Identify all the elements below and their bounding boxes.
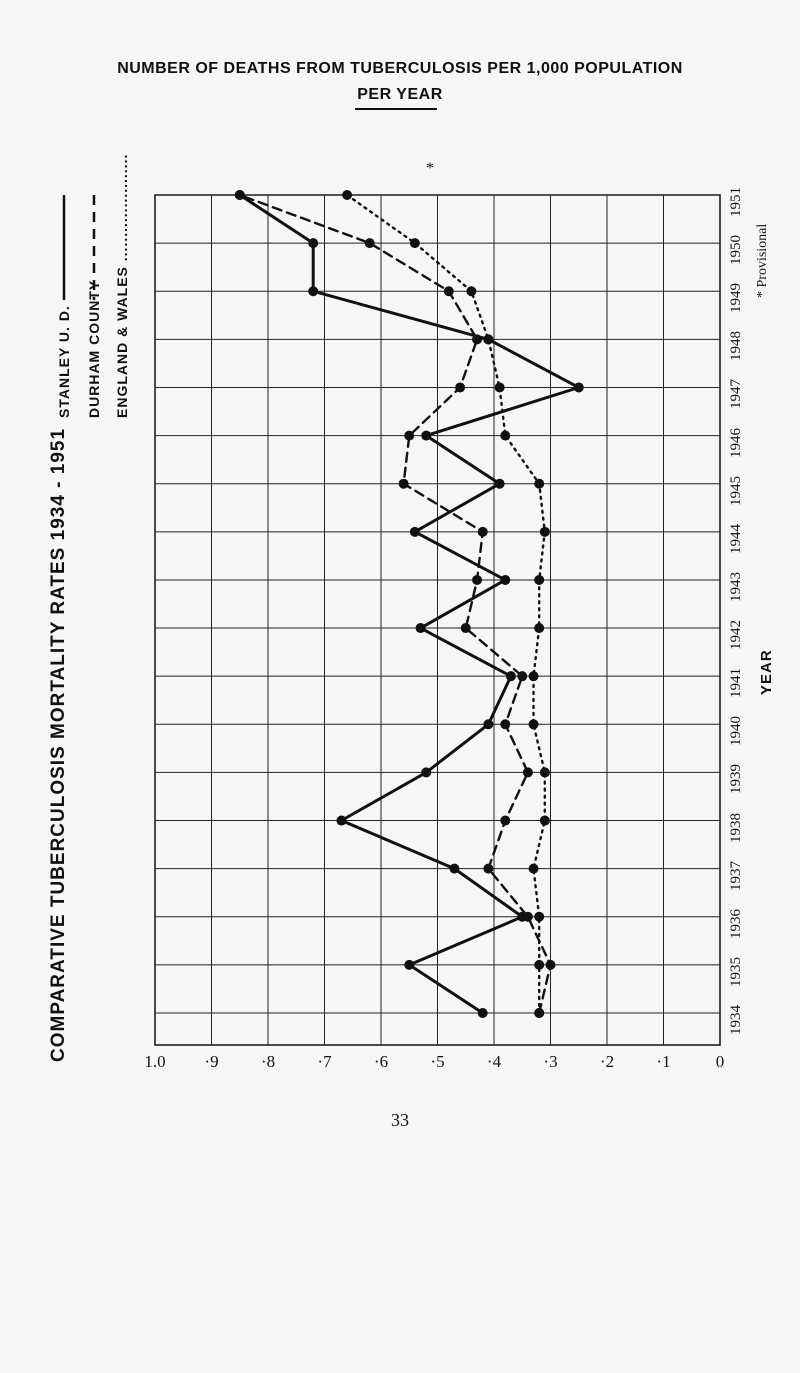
value-tick-label: ·1 (656, 1052, 671, 1071)
data-point (528, 719, 539, 730)
series-line-dashed (238, 193, 552, 1015)
data-point (477, 526, 488, 537)
data-point (534, 623, 545, 634)
data-point (528, 863, 539, 874)
value-tick-label: ·5 (430, 1052, 445, 1071)
year-tick-label: 1937 (728, 860, 744, 891)
data-point (421, 767, 432, 778)
year-tick-label: 1949 (728, 283, 744, 314)
provisional-note: * Provisional (755, 223, 770, 298)
year-tick-label: 1941 (728, 668, 744, 699)
value-tick-label: ·8 (260, 1052, 276, 1071)
chart-title-line2: PER YEAR (357, 86, 443, 103)
data-point (455, 382, 466, 393)
data-point (534, 911, 545, 922)
data-point (409, 238, 420, 249)
year-tick-label: 1946 (728, 427, 744, 458)
year-tick-label: 1940 (728, 716, 744, 747)
data-point (500, 574, 511, 585)
data-point (517, 671, 528, 682)
year-tick-label: 1934 (728, 1005, 744, 1035)
value-tick-label: ·2 (599, 1052, 615, 1071)
data-point (500, 719, 511, 730)
year-tick-label: 1936 (728, 908, 744, 939)
data-point (342, 190, 353, 200)
data-point (494, 382, 505, 393)
data-point (398, 478, 409, 489)
value-tick-label: ·4 (486, 1052, 502, 1071)
data-point (534, 1008, 545, 1018)
provisional-marker: * (426, 160, 434, 177)
data-point (573, 382, 584, 393)
data-point (534, 574, 545, 585)
data-point (483, 719, 494, 730)
data-point (472, 334, 483, 345)
chart-title-line1: NUMBER OF DEATHS FROM TUBERCULOSIS PER 1… (117, 60, 683, 77)
data-point (404, 959, 415, 970)
year-tick-label: 1948 (728, 331, 744, 362)
data-point (539, 815, 550, 826)
data-point (443, 286, 454, 297)
value-tick-label: ·9 (204, 1052, 219, 1071)
year-tick-label: 1944 (728, 523, 744, 554)
series-line-dotted (345, 193, 546, 1015)
data-point (460, 623, 471, 634)
title-underline (355, 108, 437, 110)
year-tick-label: 1935 (728, 956, 744, 987)
data-point (336, 815, 347, 826)
data-point (522, 767, 533, 778)
page-number: 33 (391, 1110, 409, 1130)
year-tick-label: 1939 (728, 764, 744, 795)
data-point (466, 286, 477, 297)
data-point (539, 526, 550, 537)
data-point (483, 334, 494, 345)
data-point (421, 430, 432, 441)
year-tick-label: 1945 (728, 475, 744, 506)
series-line-solid (238, 193, 581, 1015)
data-point (500, 815, 511, 826)
data-point (483, 863, 494, 874)
data-point (308, 286, 319, 297)
year-axis-label: YEAR (758, 649, 775, 695)
data-point (472, 574, 483, 585)
data-point (522, 911, 533, 922)
year-tick-label: 1938 (728, 812, 744, 843)
data-point (539, 767, 550, 778)
data-point (500, 430, 511, 441)
data-point (415, 623, 426, 634)
value-tick-label: 1.0 (144, 1052, 166, 1071)
year-tick-label: 1942 (728, 620, 744, 651)
data-point (534, 959, 545, 970)
value-tick-label: ·6 (373, 1052, 389, 1071)
value-tick-label: 0 (715, 1052, 725, 1071)
data-point (449, 863, 460, 874)
year-tick-label: 1943 (728, 571, 744, 602)
value-tick-label: ·7 (317, 1052, 332, 1071)
year-tick-label: 1950 (728, 235, 744, 266)
data-point (534, 478, 545, 489)
data-point (234, 190, 245, 200)
data-point (494, 478, 505, 489)
data-point (545, 959, 556, 970)
data-point (364, 238, 375, 249)
value-tick-label: ·3 (543, 1052, 558, 1071)
data-point (505, 671, 516, 682)
data-point (528, 671, 539, 682)
data-point (308, 238, 319, 249)
data-point (477, 1008, 488, 1018)
year-tick-label: 1947 (728, 379, 744, 410)
year-tick-label: 1951 (728, 187, 744, 217)
data-point (409, 526, 420, 537)
data-point (404, 430, 415, 441)
